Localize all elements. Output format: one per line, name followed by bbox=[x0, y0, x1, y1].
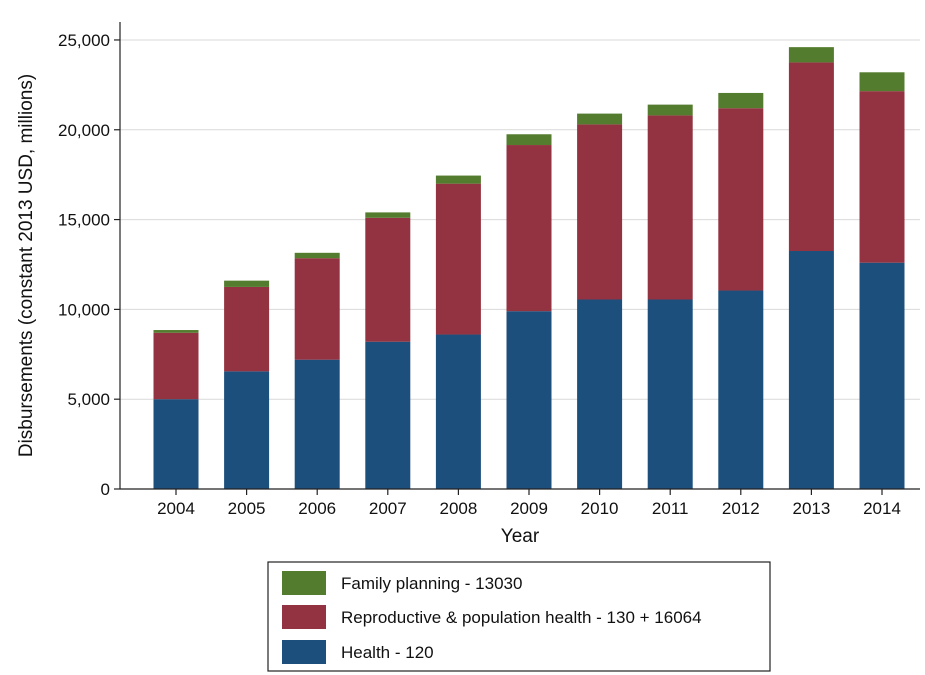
x-tick-label: 2009 bbox=[510, 499, 548, 518]
bar-2012-series-2 bbox=[718, 92, 764, 109]
bar-2004-series-1 bbox=[153, 332, 199, 400]
bar-2011-series-0 bbox=[647, 299, 693, 489]
y-tick-label: 15,000 bbox=[58, 211, 110, 230]
x-tick-label: 2012 bbox=[722, 499, 760, 518]
bar-2010-series-0 bbox=[577, 299, 623, 489]
y-tick-label: 20,000 bbox=[58, 121, 110, 140]
bar-2014-series-2 bbox=[859, 72, 905, 92]
bar-2013-series-0 bbox=[788, 251, 834, 489]
legend-swatch-0 bbox=[282, 571, 326, 595]
bar-2009-series-0 bbox=[506, 311, 552, 489]
bar-2011-series-1 bbox=[647, 115, 693, 300]
bar-2007-series-1 bbox=[365, 217, 411, 342]
legend-swatch-2 bbox=[282, 640, 326, 664]
x-tick-label: 2011 bbox=[652, 499, 689, 518]
y-tick-label: 5,000 bbox=[67, 390, 110, 409]
bar-2008-series-2 bbox=[435, 175, 481, 184]
y-tick-label: 0 bbox=[101, 480, 110, 499]
bar-2010-series-2 bbox=[577, 113, 623, 125]
x-tick-label: 2006 bbox=[298, 499, 336, 518]
legend-label-2: Health - 120 bbox=[341, 643, 434, 662]
bar-2013-series-1 bbox=[788, 62, 834, 252]
bar-2005-series-2 bbox=[224, 280, 270, 287]
bar-2004-series-0 bbox=[153, 399, 199, 489]
legend-label-0: Family planning - 13030 bbox=[341, 574, 522, 593]
bar-2014-series-1 bbox=[859, 91, 905, 263]
x-tick-label: 2005 bbox=[228, 499, 266, 518]
legend-swatch-1 bbox=[282, 605, 326, 629]
x-axis-title: Year bbox=[501, 526, 540, 547]
bar-2012-series-1 bbox=[718, 108, 764, 291]
legend-label-1: Reproductive & population health - 130 +… bbox=[341, 608, 702, 627]
bar-2007-series-0 bbox=[365, 341, 411, 489]
bar-2011-series-2 bbox=[647, 104, 693, 116]
x-tick-label: 2014 bbox=[863, 499, 901, 518]
x-tick-label: 2004 bbox=[157, 499, 195, 518]
y-tick-label: 25,000 bbox=[58, 31, 110, 50]
axes: 0 5,000 10,000 15,000 20,000 25,000 2004 2005 20… bbox=[58, 22, 920, 518]
legend: Family planning - 13030 Reproductive & po… bbox=[267, 561, 771, 672]
bars bbox=[153, 47, 905, 489]
bar-2009-series-1 bbox=[506, 145, 552, 312]
y-tick-label: 10,000 bbox=[58, 300, 110, 319]
x-tick-label: 2010 bbox=[581, 499, 619, 518]
x-tick-label: 2008 bbox=[439, 499, 477, 518]
x-tick-label: 2013 bbox=[792, 499, 830, 518]
y-axis-title: Disbursements (constant 2013 USD, millio… bbox=[16, 74, 37, 457]
bar-2014-series-0 bbox=[859, 262, 905, 489]
bar-2008-series-0 bbox=[435, 334, 481, 489]
bar-2008-series-1 bbox=[435, 183, 481, 335]
bar-2006-series-2 bbox=[294, 252, 340, 259]
bar-2006-series-1 bbox=[294, 258, 340, 360]
bar-2006-series-0 bbox=[294, 359, 340, 489]
bar-2004-series-2 bbox=[153, 330, 199, 333]
bar-2010-series-1 bbox=[577, 124, 623, 300]
bar-2007-series-2 bbox=[365, 212, 411, 218]
bar-2009-series-2 bbox=[506, 134, 552, 146]
bar-2012-series-0 bbox=[718, 290, 764, 489]
bar-2005-series-0 bbox=[224, 371, 270, 489]
bar-2005-series-1 bbox=[224, 286, 270, 372]
legend-box bbox=[267, 561, 771, 672]
bar-2013-series-2 bbox=[788, 47, 834, 63]
x-tick-label: 2007 bbox=[369, 499, 407, 518]
